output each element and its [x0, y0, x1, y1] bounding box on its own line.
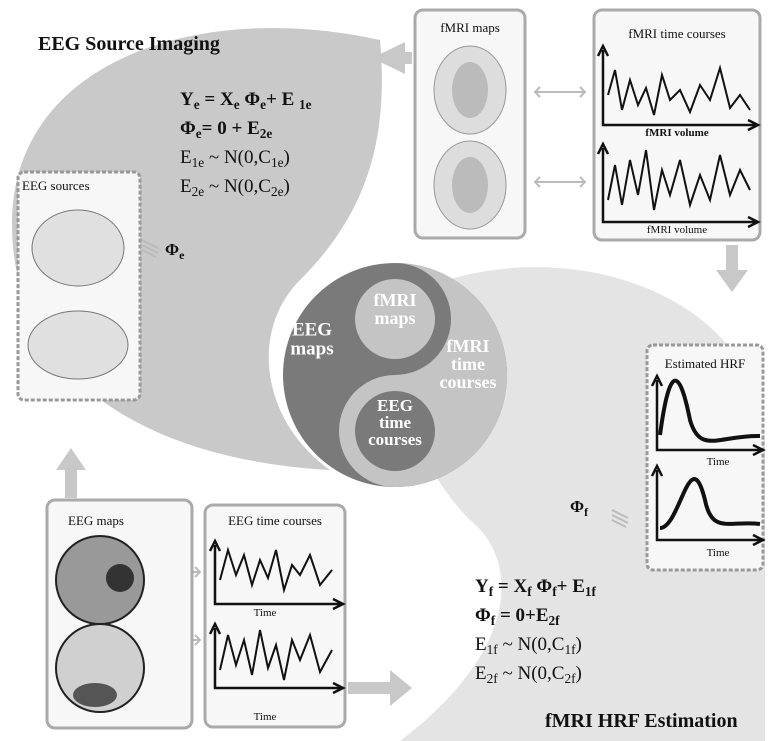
center-label: courses	[368, 430, 422, 449]
equation-text: Φ	[570, 497, 584, 516]
box-label: fMRI time courses	[628, 26, 725, 41]
center-label: maps	[374, 308, 415, 328]
equation-text: ~ N(0,C	[204, 147, 271, 168]
arrow	[56, 448, 86, 498]
equation-text: E	[180, 176, 192, 197]
equation-text: E	[475, 634, 487, 655]
center-label: EEG	[292, 320, 332, 341]
equation-text: Y	[475, 576, 489, 597]
equation-text: = X	[200, 89, 234, 110]
equation-text: Φ	[180, 118, 196, 139]
axis-label: Time	[707, 547, 730, 559]
title: EEG Source Imaging	[38, 33, 220, 55]
title: fMRI HRF Estimation	[545, 710, 738, 732]
equation-text: )	[576, 663, 582, 684]
equation: Φe= 0 + E2e	[180, 118, 272, 141]
axis-label: fMRI volume	[647, 224, 707, 236]
subscript: 1f	[585, 584, 597, 599]
equation: Yf = Xf Φf+ E1f	[475, 576, 597, 599]
equation: Ye = Xe Φe+ E 1e	[180, 89, 312, 112]
axis-label: fMRI volume	[645, 127, 708, 139]
center-label: time	[451, 354, 485, 374]
box-label: EEG time courses	[228, 513, 322, 528]
subscript: 2e	[260, 126, 273, 141]
equation-text: = 0 + E	[202, 118, 260, 139]
diagram: EEG Source Imaging Ye = Xe Φe+ E 1eΦe= 0…	[0, 0, 768, 741]
equation-text: ~ N(0,C	[498, 663, 565, 684]
center-label: courses	[440, 372, 497, 392]
arrow	[716, 245, 748, 292]
equation-text: Φ	[165, 240, 179, 259]
equation-text: Y	[180, 89, 194, 110]
center-label: fMRI	[374, 290, 417, 310]
equation-text: + E	[557, 576, 585, 597]
subscript: 1e	[271, 155, 284, 170]
hrf-box	[647, 345, 763, 570]
equation: Φf = 0+E2f	[475, 605, 560, 628]
equation-text: + E	[266, 89, 299, 110]
equation-text: Φ	[475, 605, 491, 626]
axis-label: Time	[254, 607, 277, 619]
subscript: 2f	[549, 613, 561, 628]
box-label: EEG sources	[22, 178, 90, 193]
subscript: 2f	[564, 671, 576, 686]
subscript: 2e	[192, 184, 205, 199]
subscript: 2f	[487, 671, 499, 686]
subscript: 1f	[487, 642, 499, 657]
center-label: maps	[290, 339, 333, 360]
subscript: 1e	[299, 97, 312, 112]
equation-text: )	[284, 147, 290, 168]
axis-label: Time	[254, 711, 277, 723]
box-label: fMRI maps	[440, 20, 500, 35]
subscript: 1e	[192, 155, 205, 170]
equation-text: E	[180, 147, 192, 168]
equation-text: = X	[493, 576, 527, 597]
box-label: Estimated HRF	[665, 356, 746, 371]
equation-text: Φ	[532, 576, 553, 597]
subscript: 1f	[564, 642, 576, 657]
arrow	[348, 670, 412, 706]
equation-text: Φ	[240, 89, 261, 110]
equation-text: ~ N(0,C	[498, 634, 565, 655]
equation-text: )	[576, 634, 582, 655]
equation-text: = 0+E	[495, 605, 548, 626]
box-label: EEG maps	[68, 513, 124, 528]
equation-text: )	[284, 176, 290, 197]
center-label: fMRI	[447, 336, 490, 356]
subscript: e	[179, 248, 184, 262]
equation-text: ~ N(0,C	[204, 176, 271, 197]
equation-text: E	[475, 663, 487, 684]
subscript: 2e	[271, 184, 284, 199]
axis-label: Time	[707, 456, 730, 468]
